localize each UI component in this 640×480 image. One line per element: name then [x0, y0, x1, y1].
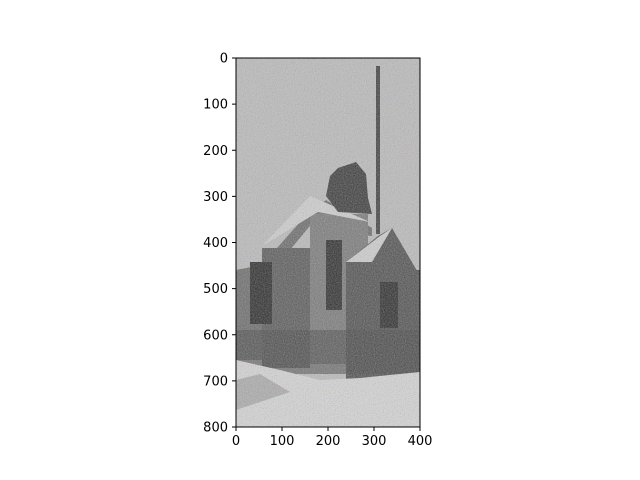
y-tick-label: 800 [203, 421, 228, 436]
church-photo [236, 58, 420, 427]
y-tick-label: 300 [203, 190, 228, 205]
x-tick-label: 200 [316, 434, 341, 449]
y-tick-label: 600 [203, 328, 228, 343]
y-tick-label: 700 [203, 374, 228, 389]
y-tick-label: 0 [220, 52, 228, 67]
x-axis: 0 100 200 300 400 [232, 427, 433, 449]
x-tick-label: 100 [270, 434, 295, 449]
y-tick-label: 100 [203, 98, 228, 113]
x-tick-label: 0 [232, 434, 240, 449]
x-tick-label: 400 [408, 434, 433, 449]
x-tick-label: 300 [362, 434, 387, 449]
y-tick-label: 400 [203, 236, 228, 251]
y-tick-label: 500 [203, 282, 228, 297]
y-axis: 0 100 200 300 400 500 600 700 800 [203, 52, 236, 436]
y-tick-label: 200 [203, 144, 228, 159]
